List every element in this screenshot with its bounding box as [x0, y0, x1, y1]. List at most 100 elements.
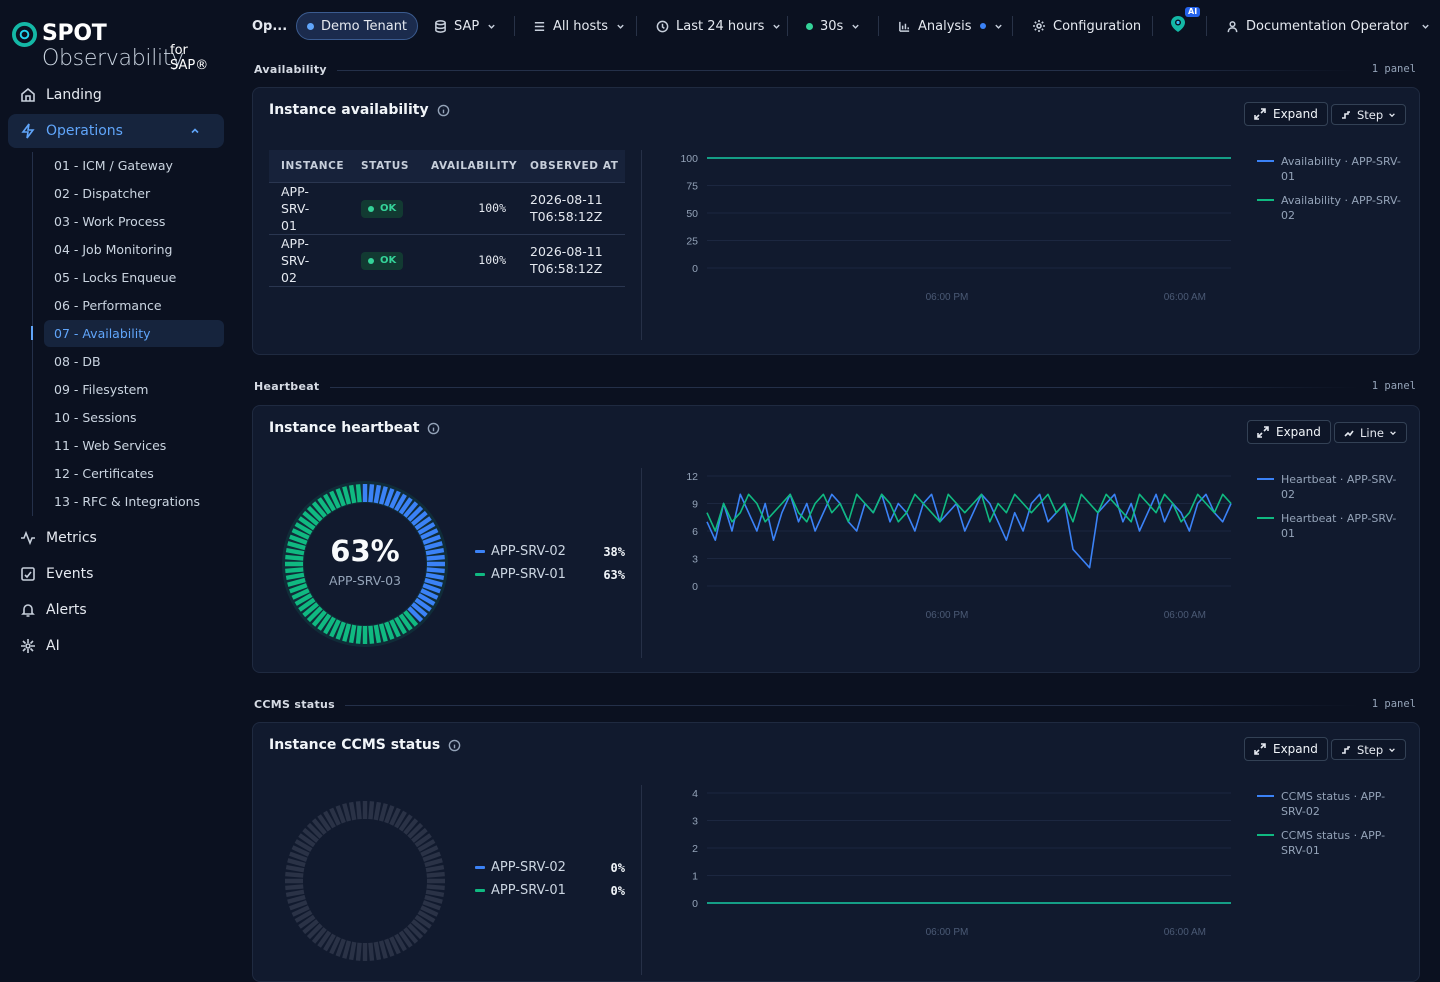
ccms-chart[interactable]: 0 1 2 3 4 06:00 PM 06:00 AM: [653, 779, 1243, 982]
table-row[interactable]: APP-SRV-02 OK 100% 2026-08-11T06:58:12Z: [269, 234, 625, 287]
sub-item-db[interactable]: 08 - DB: [54, 354, 101, 369]
topbar: Op... Demo Tenant SAP All hosts Last 24 …: [236, 0, 1440, 52]
legend-label: CCMS status · APP-SRV-02: [1281, 790, 1386, 818]
configuration-button[interactable]: Configuration: [1032, 12, 1141, 40]
legend-item[interactable]: CCMS status · APP-SRV-01: [1257, 828, 1405, 858]
breakdown-row[interactable]: APP-SRV-02 38%: [475, 540, 625, 563]
nav-metrics[interactable]: Metrics: [8, 521, 224, 555]
heartbeat-donut-chart[interactable]: [275, 474, 455, 654]
breakdown-row[interactable]: APP-SRV-02 0%: [475, 856, 625, 879]
legend-item[interactable]: Heartbeat · APP-SRV-01: [1257, 511, 1405, 541]
cell-observed-at: 2026-08-11T06:58:12Z: [518, 234, 625, 287]
nav-operations[interactable]: Operations: [8, 114, 224, 148]
y-tick-label: 3: [692, 554, 698, 566]
sub-item-icm-gateway[interactable]: 01 - ICM / Gateway: [54, 158, 173, 173]
sub-item-performance[interactable]: 06 - Performance: [54, 298, 162, 313]
nav-ai-label: AI: [46, 638, 60, 654]
donut-label: APP-SRV-03: [328, 573, 402, 588]
donut-segment: [389, 807, 401, 826]
sub-item-locks-enqueue[interactable]: 05 - Locks Enqueue: [54, 270, 177, 285]
time-range-select[interactable]: Last 24 hours: [656, 12, 781, 40]
col-availability[interactable]: AVAILABILITY: [419, 150, 518, 183]
breakdown-value: 63%: [603, 567, 625, 582]
user-menu[interactable]: Documentation Operator: [1226, 12, 1430, 40]
legend-item[interactable]: Availability · APP-SRV-02: [1257, 193, 1405, 223]
donut-segment: [425, 864, 445, 873]
expand-label: Expand: [1273, 742, 1318, 756]
sparkle-icon: [21, 639, 35, 653]
donut-segment: [420, 528, 439, 540]
expand-button[interactable]: Expand: [1247, 420, 1331, 444]
refresh-interval-select[interactable]: 30s: [806, 12, 860, 40]
panel-title: Instance heartbeat: [269, 420, 440, 436]
heartbeat-chart[interactable]: 0 3 6 9 12 06:00 PM 06:00 AM: [653, 462, 1243, 672]
sub-item-dispatcher[interactable]: 02 - Dispatcher: [54, 186, 151, 201]
legend-swatch: [1257, 834, 1274, 836]
donut-segment: [302, 602, 319, 618]
breadcrumb[interactable]: Op...: [252, 18, 288, 34]
sub-item-availability[interactable]: 07 - Availability: [44, 320, 224, 347]
chart-mode-select[interactable]: Step: [1331, 104, 1407, 125]
table-row[interactable]: APP-SRV-01 OK 100% 2026-08-11T06:58:12Z: [269, 182, 625, 235]
analysis-menu[interactable]: Analysis: [898, 12, 1003, 40]
info-icon[interactable]: [437, 104, 450, 117]
brand-logo[interactable]: SPOT Observability for SAP®: [12, 20, 227, 73]
nav-events[interactable]: Events: [8, 557, 224, 591]
donut-segment: [348, 624, 357, 644]
info-icon[interactable]: [448, 739, 461, 752]
sub-item-work-process[interactable]: 03 - Work Process: [54, 214, 166, 229]
legend-item[interactable]: Heartbeat · APP-SRV-02: [1257, 472, 1405, 502]
live-dot-icon: [806, 22, 813, 30]
x-tick-label: 06:00 PM: [926, 292, 969, 303]
donut-segment: [398, 930, 413, 948]
donut-segment: [311, 501, 327, 518]
donut-segment: [373, 941, 382, 961]
donut-segment: [424, 894, 443, 904]
col-status[interactable]: STATUS: [349, 150, 419, 183]
legend-label: Availability · APP-SRV-01: [1281, 155, 1401, 183]
donut-segment: [291, 845, 310, 857]
col-instance[interactable]: INSTANCE: [269, 150, 349, 183]
nav-alerts[interactable]: Alerts: [8, 593, 224, 627]
donut-segment: [425, 572, 445, 581]
sub-item-sessions[interactable]: 10 - Sessions: [54, 410, 137, 425]
status-text: OK: [380, 203, 397, 214]
donut-segment: [368, 625, 375, 644]
donut-segment: [302, 827, 319, 843]
cell-availability: 100%: [419, 234, 518, 287]
sub-item-filesystem[interactable]: 09 - Filesystem: [54, 382, 149, 397]
legend-item[interactable]: CCMS status · APP-SRV-02: [1257, 789, 1405, 819]
sub-item-certificates[interactable]: 12 - Certificates: [54, 466, 154, 481]
tenant-switcher[interactable]: Demo Tenant: [296, 12, 419, 40]
user-icon: [1227, 20, 1238, 32]
sub-item-job-monitoring[interactable]: 04 - Job Monitoring: [54, 242, 173, 257]
system-select[interactable]: SAP: [434, 12, 496, 40]
breakdown-row[interactable]: APP-SRV-01 63%: [475, 563, 625, 586]
expand-button[interactable]: Expand: [1244, 737, 1328, 761]
sub-item-rfc-integrations[interactable]: 13 - RFC & Integrations: [54, 494, 201, 509]
info-icon[interactable]: [427, 422, 440, 435]
legend-item[interactable]: Availability · APP-SRV-01: [1257, 154, 1405, 184]
availability-chart[interactable]: 0 25 50 75 100 06:00 PM 06:00 AM: [653, 144, 1243, 354]
section-label: CCMS status: [254, 698, 346, 711]
col-observed-at[interactable]: OBSERVED AT: [518, 150, 625, 183]
divider: [1012, 16, 1013, 36]
chart-mode-select[interactable]: Step: [1331, 739, 1407, 760]
donut-segment: [329, 619, 341, 638]
expand-button[interactable]: Expand: [1244, 102, 1328, 126]
sub-item-web-services[interactable]: 11 - Web Services: [54, 438, 167, 453]
nav-ai[interactable]: AI: [8, 629, 224, 663]
chart-mode-select[interactable]: Line: [1334, 422, 1407, 443]
donut-segment: [302, 919, 319, 935]
donut-segment: [317, 497, 332, 515]
list-icon: [534, 21, 545, 31]
donut-segment: [317, 930, 332, 948]
nav-landing[interactable]: Landing: [8, 78, 224, 112]
divider: [1152, 16, 1153, 36]
hosts-select[interactable]: All hosts: [533, 12, 625, 40]
cell-status: OK: [349, 234, 419, 287]
breakdown-row[interactable]: APP-SRV-01 0%: [475, 879, 625, 902]
chart-mode-label: Step: [1357, 742, 1384, 757]
ccms-donut-chart[interactable]: [275, 791, 455, 971]
ai-assistant-button[interactable]: AI: [1168, 7, 1201, 38]
